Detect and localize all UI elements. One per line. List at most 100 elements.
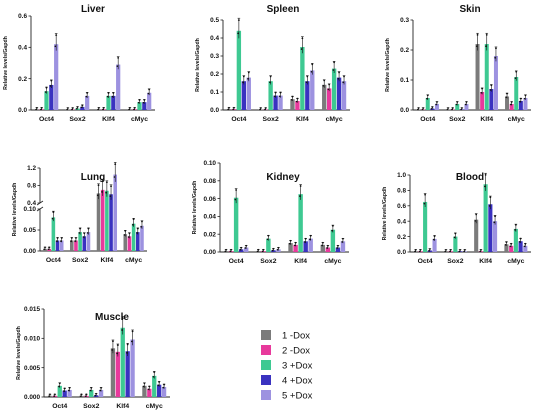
replicate-dot xyxy=(53,393,56,396)
bar xyxy=(78,232,82,251)
replicate-dot xyxy=(305,81,308,84)
bar xyxy=(246,77,251,110)
panel-spleen: Spleen Relative levels/Gapdh 0.0 0.1 0.2 0.3 0… xyxy=(195,4,350,123)
y-tick-label: 0.00 xyxy=(24,248,37,255)
replicate-dot xyxy=(259,107,262,109)
replicate-dot xyxy=(40,106,43,109)
replicate-dot xyxy=(48,395,50,397)
replicate-dot xyxy=(130,340,133,343)
replicate-dot xyxy=(336,247,338,249)
bar xyxy=(310,70,315,110)
replicate-dot xyxy=(524,94,527,97)
replicate-dot xyxy=(299,195,301,197)
replicate-dot xyxy=(447,107,449,109)
replicate-dot xyxy=(417,107,420,109)
replicate-dot xyxy=(272,247,275,250)
replicate-dot xyxy=(81,104,84,107)
replicate-dot xyxy=(148,385,151,388)
bar xyxy=(96,193,101,251)
replicate-dot xyxy=(70,240,72,242)
replicate-dot xyxy=(506,92,508,95)
replicate-dot xyxy=(326,244,329,247)
legend-label: 3 +Dox xyxy=(282,361,313,372)
replicate-dot xyxy=(63,387,66,390)
replicate-dot xyxy=(162,386,165,389)
replicate-dot xyxy=(485,33,488,36)
replicate-dot xyxy=(451,108,453,111)
replicate-dot xyxy=(126,352,128,354)
legend-label: 2 -Dox xyxy=(282,346,310,357)
replicate-dot xyxy=(229,250,232,253)
y-tick-label: 0.10 xyxy=(24,206,37,213)
replicate-dot xyxy=(232,108,234,111)
replicate-dot xyxy=(428,250,430,252)
bar xyxy=(425,98,430,110)
replicate-dot xyxy=(158,381,161,383)
replicate-dot xyxy=(510,103,512,106)
replicate-dot xyxy=(35,108,37,111)
panel-title: Muscle xyxy=(95,312,129,323)
replicate-dot xyxy=(117,56,120,59)
panel-title: Liver xyxy=(81,4,105,15)
bar xyxy=(480,92,485,110)
replicate-dot xyxy=(147,92,150,95)
replicate-dot xyxy=(445,248,447,251)
replicate-dot xyxy=(433,235,436,237)
replicate-dot xyxy=(515,70,518,73)
replicate-dot xyxy=(87,227,90,230)
replicate-dot xyxy=(44,91,47,93)
replicate-dot xyxy=(90,386,93,389)
bar xyxy=(86,232,91,251)
replicate-dot xyxy=(63,390,65,392)
bar xyxy=(157,384,162,397)
replicate-dot xyxy=(75,237,77,239)
replicate-dot xyxy=(342,81,345,84)
replicate-dot xyxy=(267,234,270,237)
bar xyxy=(432,238,437,252)
replicate-dot xyxy=(321,244,323,247)
replicate-dot xyxy=(494,215,496,218)
replicate-dot xyxy=(476,33,479,36)
replicate-dot xyxy=(293,244,296,247)
bar xyxy=(82,236,87,251)
replicate-dot xyxy=(80,393,83,396)
bar xyxy=(474,219,479,252)
y-tick-label: 0.1 xyxy=(210,89,219,96)
replicate-dot xyxy=(432,238,435,241)
y-tick-label: 0.4 xyxy=(18,45,27,52)
y-tick-label: 0.04 xyxy=(204,214,217,221)
replicate-dot xyxy=(309,234,312,237)
x-tick-label: Klf4 xyxy=(116,403,129,410)
replicate-dot xyxy=(237,19,240,22)
bar xyxy=(509,245,514,252)
replicate-dot xyxy=(514,77,517,80)
bar xyxy=(290,99,295,110)
y-tick-label: 0.015 xyxy=(24,306,40,313)
replicate-dot xyxy=(82,236,85,238)
bar xyxy=(335,247,341,252)
replicate-dot xyxy=(509,245,512,248)
bar xyxy=(89,389,94,397)
bar xyxy=(147,388,152,397)
bar xyxy=(233,197,239,252)
panel-title: Skin xyxy=(459,4,480,15)
replicate-dot xyxy=(227,108,229,111)
replicate-dot xyxy=(44,246,46,249)
bar xyxy=(298,194,303,252)
replicate-dot xyxy=(230,248,232,251)
bar xyxy=(238,249,244,252)
replicate-dot xyxy=(299,185,302,187)
replicate-dot xyxy=(79,395,82,397)
replicate-dot xyxy=(279,91,282,94)
replicate-dot xyxy=(454,232,457,235)
y-tick-label: 0.6 xyxy=(18,13,27,20)
replicate-dot xyxy=(310,71,313,73)
replicate-dot xyxy=(52,211,55,214)
replicate-dot xyxy=(423,202,426,205)
bar xyxy=(115,351,120,397)
replicate-dot xyxy=(474,220,477,222)
replicate-dot xyxy=(485,45,487,47)
y-tick-label: 0.3 xyxy=(210,53,219,60)
replicate-dot xyxy=(111,349,113,351)
replicate-dot xyxy=(49,393,51,396)
